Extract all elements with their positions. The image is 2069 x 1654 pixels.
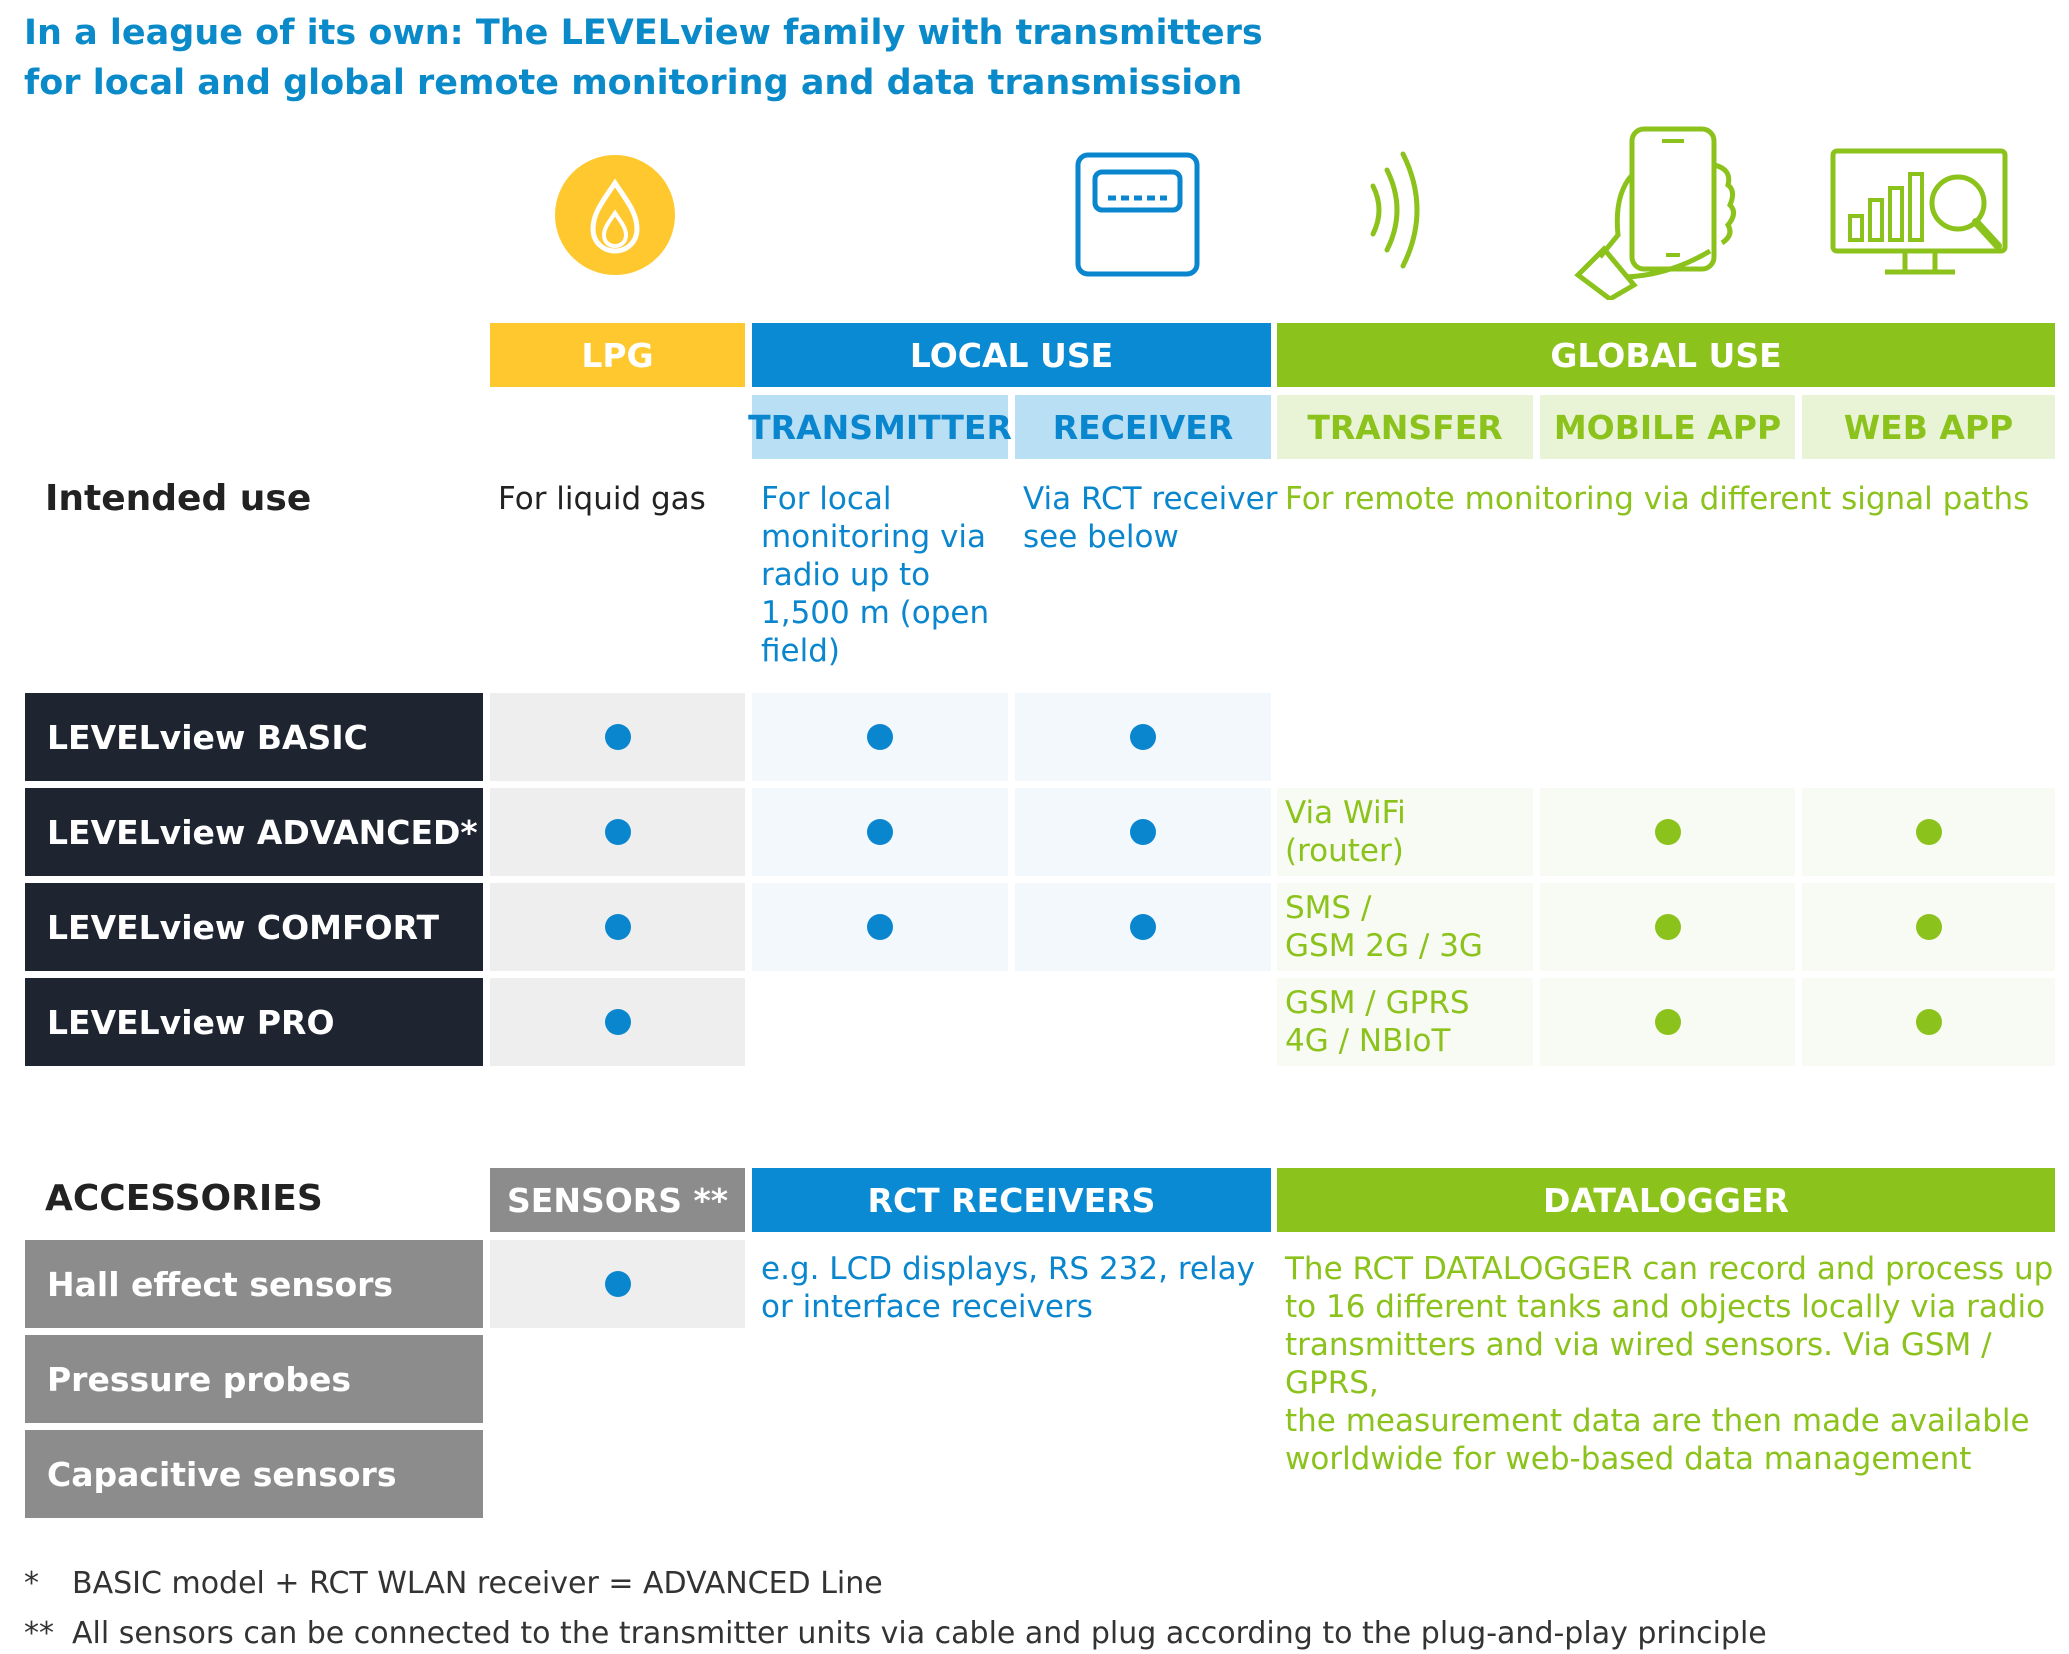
dot — [604, 724, 631, 750]
dot — [867, 724, 893, 750]
cell-pro-transfer: GSM / GPRS 4G / NBIoT — [1277, 978, 1533, 1066]
accessory-pressure-probes: Pressure probes — [25, 1335, 483, 1423]
model-label-pro: LEVELview PRO — [25, 978, 483, 1066]
cell-comfort-mobile — [1540, 883, 1795, 971]
dot — [867, 914, 893, 940]
smartphone-hand-icon — [1570, 125, 1745, 302]
subheader-mobile-app: MOBILE APP — [1540, 395, 1795, 459]
subheader-receiver: RECEIVER — [1015, 395, 1271, 459]
header-datalogger: DATALOGGER — [1277, 1168, 2055, 1232]
dot — [1915, 819, 1942, 845]
cell-comfort-lpg — [490, 883, 745, 971]
header-sensors: SENSORS ** — [490, 1168, 745, 1232]
dot — [1130, 819, 1156, 845]
footnote-text: All sensors can be connected to the tran… — [72, 1616, 1767, 1651]
dot — [604, 819, 631, 845]
dot — [1654, 914, 1681, 940]
cell-advanced-receiver — [1015, 788, 1271, 876]
header-global-use: GLOBAL USE — [1277, 323, 2055, 387]
footnote-mark: * — [24, 1566, 39, 1601]
cell-advanced-transfer: Via WiFi (router) — [1277, 788, 1533, 876]
dot — [1130, 914, 1156, 940]
dot — [1915, 1009, 1942, 1035]
footnote-2: ** All sensors can be connected to the tr… — [24, 1616, 1767, 1651]
intended-use-label: Intended use — [45, 478, 312, 519]
cell-comfort-receiver — [1015, 883, 1271, 971]
accessory-hall-effect-sensors: Hall effect sensors — [25, 1240, 483, 1328]
dot — [867, 819, 893, 845]
display-device-icon — [1075, 152, 1200, 277]
intended-use-receiver: Via RCT receiver see below — [1023, 481, 1278, 555]
accessory-capacitive-sensors: Capacitive sensors — [25, 1430, 483, 1518]
title-line-1: In a league of its own: The LEVELview fa… — [24, 13, 1263, 53]
footnote-text: BASIC model + RCT WLAN receiver = ADVANC… — [72, 1566, 883, 1601]
flame-icon — [555, 155, 675, 275]
header-lpg: LPG — [490, 323, 745, 387]
subheader-transfer: TRANSFER — [1277, 395, 1533, 459]
cell-basic-transmitter — [752, 693, 1008, 781]
cell-pro-lpg — [490, 978, 745, 1066]
cell-basic-receiver — [1015, 693, 1271, 781]
cell-comfort-transfer: SMS / GSM 2G / 3G — [1277, 883, 1533, 971]
accessories-label: ACCESSORIES — [45, 1178, 323, 1219]
dot — [1654, 1009, 1681, 1035]
title-line-2: for local and global remote monitoring a… — [24, 63, 1243, 103]
subheader-web-app: WEB APP — [1802, 395, 2055, 459]
subheader-transmitter: TRANSMITTER — [748, 395, 1012, 459]
cell-hall-sensors — [490, 1240, 745, 1328]
intended-use-transmitter: For local monitoring via radio up to 1,5… — [761, 481, 990, 669]
model-label-comfort: LEVELview COMFORT — [25, 883, 483, 971]
footnote-1: * BASIC model + RCT WLAN receiver = ADVAN… — [24, 1566, 883, 1601]
cell-comfort-transmitter — [752, 883, 1008, 971]
footnote-mark: ** — [24, 1616, 54, 1651]
cell-advanced-transmitter — [752, 788, 1008, 876]
cell-advanced-lpg — [490, 788, 745, 876]
cell-pro-mobile — [1540, 978, 1795, 1066]
dot — [1130, 724, 1156, 750]
intended-use-lpg: For liquid gas — [498, 481, 706, 517]
cell-pro-web — [1802, 978, 2055, 1066]
cell-comfort-web — [1802, 883, 2055, 971]
datalogger-text: The RCT DATALOGGER can record and proces… — [1285, 1251, 2054, 1477]
page-title: In a league of its own: The LEVELview fa… — [24, 8, 1524, 108]
intended-use-global: For remote monitoring via different sign… — [1285, 481, 2030, 517]
cell-advanced-web — [1802, 788, 2055, 876]
dot — [604, 1009, 631, 1035]
header-rct-receivers: RCT RECEIVERS — [752, 1168, 1271, 1232]
model-label-basic: LEVELview BASIC — [25, 693, 483, 781]
dot — [1915, 914, 1942, 940]
cell-basic-lpg — [490, 693, 745, 781]
model-label-advanced: LEVELview ADVANCED* — [25, 788, 483, 876]
dot — [604, 914, 631, 940]
header-local-use: LOCAL USE — [752, 323, 1271, 387]
dot — [1654, 819, 1681, 845]
radio-waves-icon — [1365, 148, 1435, 273]
monitor-analytics-icon — [1830, 148, 2010, 278]
cell-advanced-mobile — [1540, 788, 1795, 876]
rct-receivers-text: e.g. LCD displays, RS 232, relay or inte… — [761, 1251, 1255, 1325]
dot — [604, 1271, 631, 1297]
